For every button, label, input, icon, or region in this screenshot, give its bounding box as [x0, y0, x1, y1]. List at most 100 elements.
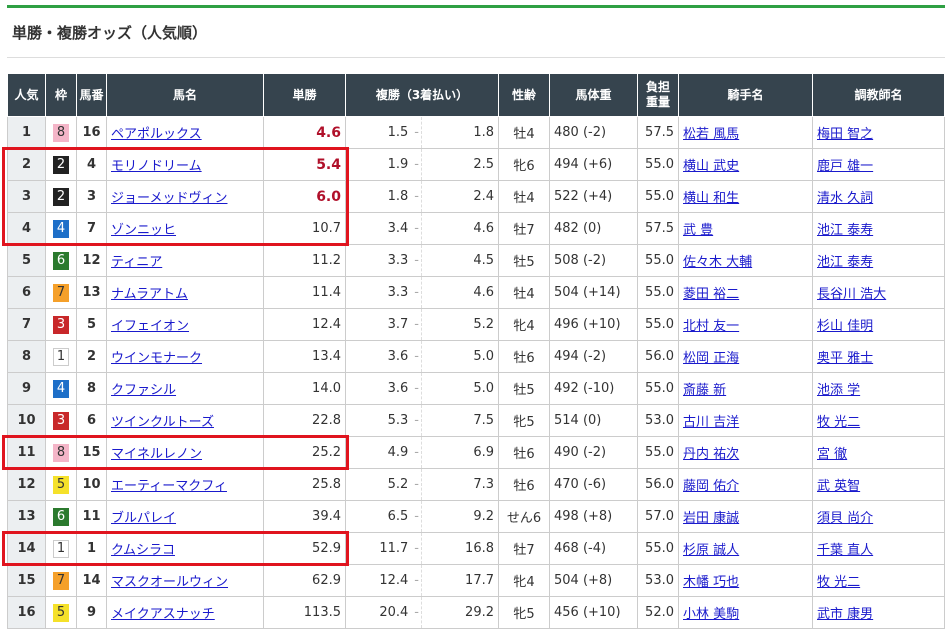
horse-name-cell: イフェイオン [106, 308, 264, 341]
trainer-link[interactable]: 長谷川 浩大 [817, 287, 887, 302]
load-weight-cell: 56.0 [637, 468, 679, 501]
jockey-cell: 斎藤 新 [678, 372, 813, 405]
jockey-link[interactable]: 岩田 康誠 [683, 511, 740, 526]
waku-cell: 1 [45, 532, 77, 565]
jockey-link[interactable]: 小林 美駒 [683, 607, 740, 622]
sex-age-cell: 牡4 [498, 180, 550, 213]
popularity-cell: 10 [7, 404, 46, 437]
place-odds-min-cell: 3.6- [345, 372, 422, 405]
jockey-link[interactable]: 丹内 祐次 [683, 447, 740, 462]
trainer-link[interactable]: 池江 泰寿 [817, 223, 874, 238]
waku-cell: 3 [45, 308, 77, 341]
popularity-cell: 16 [7, 596, 46, 629]
win-odds-cell: 12.4 [263, 308, 346, 341]
horse-name-link[interactable]: マスクオールウィン [111, 575, 229, 590]
trainer-link[interactable]: 武市 康男 [817, 607, 874, 622]
trainer-link[interactable]: 鹿戸 雄一 [817, 159, 874, 174]
horse-name-link[interactable]: ツインクルトーズ [111, 415, 214, 430]
jockey-link[interactable]: 佐々木 大輔 [683, 255, 753, 270]
waku-cell: 2 [45, 180, 77, 213]
sex-age-cell: 牡4 [498, 116, 550, 149]
trainer-link[interactable]: 清水 久詞 [817, 191, 874, 206]
horse-name-link[interactable]: ブルパレイ [111, 511, 177, 526]
waku-cell: 7 [45, 564, 77, 597]
popularity-cell: 11 [7, 436, 46, 469]
sex-age-cell: せん6 [498, 500, 550, 533]
waku-cell: 4 [45, 372, 77, 405]
trainer-link[interactable]: 池江 泰寿 [817, 255, 874, 270]
win-odds-value: 39.4 [312, 509, 341, 524]
header-horse-number: 馬番 [76, 74, 107, 117]
horse-name-link[interactable]: イフェイオン [111, 319, 190, 334]
trainer-link[interactable]: 杉山 佳明 [817, 319, 874, 334]
header-win-odds: 単勝 [263, 74, 346, 117]
horse-name-link[interactable]: マイネルレノン [111, 447, 203, 462]
jockey-cell: 佐々木 大輔 [678, 244, 813, 277]
body-weight-cell: 504 (+8) [549, 564, 638, 597]
popularity-cell: 1 [7, 116, 46, 149]
popularity-cell: 13 [7, 500, 46, 533]
place-odds-max-cell: 5.2 [421, 308, 499, 341]
jockey-link[interactable]: 藤岡 佑介 [683, 479, 740, 494]
header-jockey: 騎手名 [678, 74, 813, 117]
jockey-link[interactable]: 木幡 巧也 [683, 575, 740, 590]
horse-name-link[interactable]: ペアポルックス [111, 127, 202, 142]
range-separator: - [414, 189, 419, 204]
horse-name-link[interactable]: ジョーメッドヴィン [111, 191, 228, 206]
win-odds-cell: 6.0 [263, 180, 346, 213]
trainer-link[interactable]: 千葉 直人 [817, 543, 874, 558]
jockey-cell: 藤岡 佑介 [678, 468, 813, 501]
place-odds-max-cell: 17.7 [421, 564, 499, 597]
trainer-link[interactable]: 宮 徹 [817, 447, 848, 462]
waku-cell: 1 [45, 340, 77, 373]
header-waku: 枠 [45, 74, 77, 117]
horse-name-link[interactable]: ゾンニッヒ [111, 223, 177, 238]
trainer-link[interactable]: 須貝 尚介 [817, 511, 874, 526]
horse-name-link[interactable]: ウインモナーク [111, 351, 203, 366]
jockey-link[interactable]: 横山 和生 [683, 191, 740, 206]
load-weight-cell: 55.0 [637, 436, 679, 469]
jockey-link[interactable]: 松岡 正海 [683, 351, 740, 366]
jockey-link[interactable]: 横山 武史 [683, 159, 740, 174]
horse-name-link[interactable]: モリノドリーム [111, 159, 202, 174]
trainer-link[interactable]: 池添 学 [817, 383, 861, 398]
jockey-link[interactable]: 松若 風馬 [683, 127, 740, 142]
header-load-weight-label: 負担重量 [645, 80, 670, 109]
win-odds-cell: 25.2 [263, 436, 346, 469]
jockey-link[interactable]: 古川 吉洋 [683, 415, 740, 430]
horse-name-cell: マスクオールウィン [106, 564, 264, 597]
jockey-link[interactable]: 斎藤 新 [683, 383, 727, 398]
trainer-link[interactable]: 奥平 雅士 [817, 351, 874, 366]
table-row: 3 2 3 ジョーメッドヴィン 6.0 1.8-2.4 牡4 522 (+4) 55.0 横山 和… [7, 180, 945, 213]
horse-name-link[interactable]: メイクアスナッチ [111, 607, 215, 622]
place-odds-min: 12.4 [379, 573, 409, 588]
jockey-link[interactable]: 北村 友一 [683, 319, 740, 334]
place-odds-max-cell: 29.2 [421, 596, 499, 629]
jockey-link[interactable]: 菱田 裕二 [683, 287, 740, 302]
trainer-link[interactable]: 牧 光二 [817, 415, 861, 430]
jockey-link[interactable]: 武 豊 [683, 223, 714, 238]
range-separator: - [414, 157, 419, 172]
win-odds-cell: 5.4 [263, 148, 346, 181]
horse-name-cell: ジョーメッドヴィン [106, 180, 264, 213]
trainer-link[interactable]: 武 英智 [817, 479, 861, 494]
horse-name-link[interactable]: ナムラアトム [111, 287, 188, 302]
header-place-odds: 複勝（3着払い） [345, 74, 499, 117]
waku-badge: 6 [53, 251, 69, 270]
horse-name-link[interactable]: クムシラコ [111, 543, 175, 558]
horse-name-link[interactable]: クファシル [111, 383, 177, 398]
waku-badge: 5 [53, 603, 69, 622]
horse-number-cell: 14 [76, 564, 107, 597]
load-weight-cell: 53.0 [637, 404, 679, 437]
horse-name-link[interactable]: エーティーマクフィ [111, 479, 227, 494]
sex-age-cell: 牝4 [498, 564, 550, 597]
win-odds-cell: 13.4 [263, 340, 346, 373]
table-row: 7 3 5 イフェイオン 12.4 3.7-5.2 牝4 496 (+10) 55.0 北村 友一… [7, 308, 945, 341]
header-horse-name: 馬名 [106, 74, 264, 117]
trainer-cell: 杉山 佳明 [812, 308, 945, 341]
horse-name-link[interactable]: ティニア [111, 255, 163, 270]
place-odds-min: 20.4 [379, 605, 409, 620]
jockey-link[interactable]: 杉原 誠人 [683, 543, 740, 558]
trainer-link[interactable]: 梅田 智之 [817, 127, 874, 142]
trainer-link[interactable]: 牧 光二 [817, 575, 861, 590]
